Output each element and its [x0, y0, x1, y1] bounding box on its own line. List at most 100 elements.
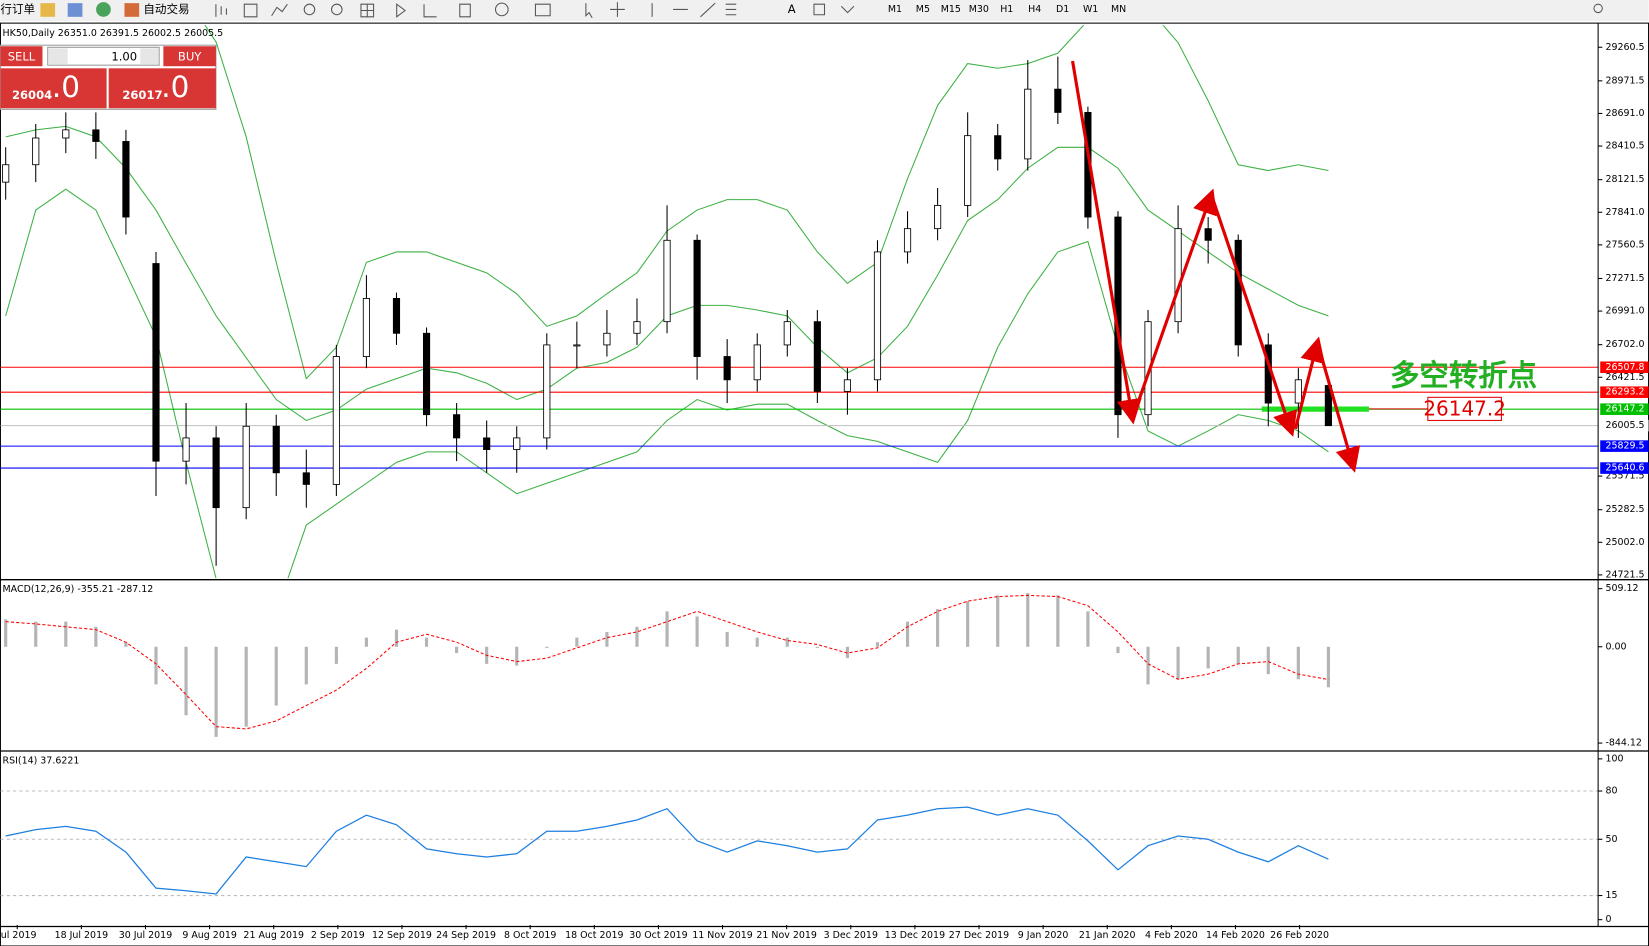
- new-order-button[interactable]: 行订单: [0, 2, 35, 16]
- ask-frac[interactable]: .0: [161, 70, 189, 104]
- icon[interactable]: [67, 3, 83, 17]
- icon[interactable]: [651, 2, 737, 18]
- icon[interactable]: [96, 2, 111, 17]
- buy-button[interactable]: [163, 46, 216, 67]
- candle-body: [2, 164, 10, 183]
- icon[interactable]: [813, 3, 855, 16]
- macd-bar: [64, 621, 68, 647]
- candle-body: [753, 344, 761, 381]
- lot-down[interactable]: [48, 48, 68, 65]
- icon[interactable]: [610, 2, 625, 17]
- x-tick-label: 30 Jul 2019: [119, 930, 173, 941]
- auto-trading-button[interactable]: 自动交易: [143, 2, 189, 16]
- icon[interactable]: [271, 3, 288, 17]
- timeframe-button[interactable]: M30: [969, 4, 989, 15]
- macd-bar: [996, 595, 1000, 647]
- price-label: 26507.8: [1605, 362, 1644, 373]
- icon[interactable]: [303, 3, 316, 16]
- icon[interactable]: [396, 3, 406, 18]
- y-tick-label: 100: [1605, 753, 1623, 764]
- bid-main[interactable]: 26004: [12, 88, 52, 102]
- macd-bar: [274, 646, 278, 706]
- timeframe-button[interactable]: D1: [1056, 4, 1069, 15]
- arrow: [1293, 336, 1325, 430]
- lot-up[interactable]: [140, 48, 159, 65]
- price-label: 25640.6: [1605, 463, 1644, 474]
- panel-title: HK50,Daily 26351.0 26391.5 26002.5 26005…: [3, 28, 224, 39]
- x-tick-label: 4 Feb 2020: [1145, 930, 1198, 941]
- price-label-bg: [1600, 440, 1649, 452]
- macd-bar: [304, 646, 308, 685]
- timeframe-button[interactable]: H1: [1000, 4, 1013, 15]
- candle-body: [723, 356, 731, 381]
- sell-label[interactable]: SELL: [8, 49, 36, 63]
- icon[interactable]: [494, 2, 509, 17]
- y-tick-label: 80: [1605, 786, 1617, 797]
- candle-body: [1294, 379, 1302, 404]
- icon[interactable]: [215, 4, 227, 17]
- timeframe-button[interactable]: M1: [888, 4, 902, 15]
- panel-title: MACD(12,26,9) -355.21 -287.12: [3, 584, 154, 595]
- annotation-text: 多空转折点: [1390, 357, 1537, 392]
- icon[interactable]: [331, 3, 343, 16]
- y-tick-label: 26421.5: [1605, 372, 1644, 383]
- candle-body: [182, 437, 190, 462]
- macd-bar: [936, 609, 940, 647]
- ask-box[interactable]: [108, 68, 216, 109]
- icon[interactable]: [40, 3, 56, 17]
- icon[interactable]: [360, 3, 375, 18]
- timeframe-button[interactable]: MN: [1111, 4, 1126, 15]
- y-tick-label: -844.12: [1605, 738, 1641, 749]
- bid-box[interactable]: [0, 68, 107, 109]
- macd-bar: [1146, 646, 1150, 685]
- icon[interactable]: [585, 3, 593, 19]
- y-tick-label: 29260.5: [1605, 42, 1644, 53]
- icon[interactable]: [1593, 3, 1603, 14]
- macd-bar: [154, 646, 158, 685]
- candle-body: [362, 297, 370, 357]
- candle-body: [903, 228, 912, 253]
- text-tool[interactable]: A: [788, 2, 796, 16]
- macd-bar: [785, 637, 789, 647]
- candle-body: [783, 321, 791, 346]
- timeframe-button[interactable]: H4: [1028, 4, 1041, 15]
- x-tick-label: Jul 2019: [0, 930, 36, 941]
- macd-bar: [845, 646, 849, 659]
- price-label: 26005.5: [1605, 420, 1644, 431]
- x-tick-label: 8 Oct 2019: [504, 930, 556, 941]
- macd-bar: [1206, 646, 1210, 669]
- bid-frac[interactable]: .0: [52, 70, 80, 104]
- timeframe-button[interactable]: M5: [916, 4, 930, 15]
- candle-body: [663, 239, 671, 323]
- timeframe-button[interactable]: W1: [1083, 4, 1098, 15]
- buy-label[interactable]: BUY: [178, 49, 202, 63]
- macd-bar: [635, 626, 639, 647]
- lot-value[interactable]: 1.00: [111, 49, 137, 63]
- icon[interactable]: [534, 3, 551, 17]
- macd-bar: [1176, 646, 1180, 680]
- icon[interactable]: [459, 3, 471, 18]
- y-tick-label: 28691.0: [1605, 108, 1644, 119]
- macd-bar: [394, 629, 399, 647]
- y-tick-label: 25571.5: [1605, 471, 1644, 482]
- macd-bar: [575, 637, 579, 647]
- annotation-box: [1427, 396, 1502, 421]
- candle-body: [633, 321, 641, 334]
- ask-main[interactable]: 26017: [122, 88, 162, 102]
- sell-button[interactable]: [0, 46, 43, 67]
- y-tick-label: 26702.0: [1605, 339, 1644, 350]
- candle-body: [483, 437, 491, 450]
- macd-bar: [665, 611, 669, 647]
- icon[interactable]: [423, 4, 437, 18]
- lot-input[interactable]: [47, 46, 160, 66]
- x-tick-label: 26 Feb 2020: [1270, 930, 1329, 941]
- timeframe-button[interactable]: M15: [941, 4, 961, 15]
- y-tick-label: 28410.5: [1605, 141, 1644, 152]
- icon[interactable]: [124, 3, 140, 17]
- icon[interactable]: [243, 3, 258, 18]
- macd-bar: [966, 601, 970, 647]
- x-tick-label: 18 Jul 2019: [55, 930, 109, 941]
- candle-body: [272, 425, 280, 474]
- candle-body: [543, 344, 551, 439]
- candle-body: [513, 437, 521, 450]
